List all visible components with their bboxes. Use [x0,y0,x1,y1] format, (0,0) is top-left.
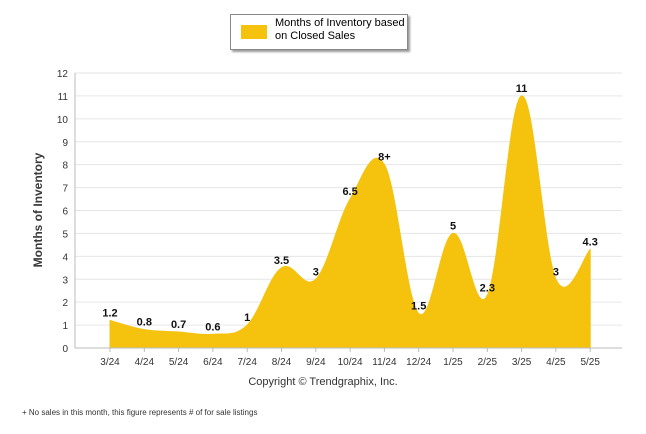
data-label: 3.5 [274,255,289,267]
y-tick-label: 11 [58,92,69,103]
data-label: 8+ [378,152,391,164]
data-label: 4.3 [583,236,598,248]
x-tick-label: 11/24 [372,357,397,368]
y-tick-label: 5 [62,229,68,240]
x-tick-label: 3/24 [100,357,120,368]
legend: Months of Inventory based on Closed Sale… [230,14,408,50]
y-tick-label: 7 [62,184,68,195]
x-tick-label: 10/24 [338,357,363,368]
data-label: 5 [450,220,456,232]
x-tick-label: 5/25 [580,357,600,368]
y-tick-label: 0 [62,344,68,355]
data-label: 1 [244,312,250,324]
data-label: 3 [313,266,319,278]
x-tick-label: 7/24 [237,357,257,368]
area-series [109,95,591,349]
y-tick-label: 4 [62,252,68,263]
y-tick-label: 9 [62,138,68,149]
y-tick-label: 6 [62,207,68,218]
x-tick-label: 2/25 [478,357,498,368]
data-label: 0.7 [171,319,186,331]
x-tick-label: 5/24 [169,357,189,368]
y-tick-label: 3 [62,275,68,286]
x-tick-label: 3/25 [512,357,532,368]
data-label: 0.6 [205,321,220,333]
y-tick-label: 2 [62,298,68,309]
y-tick-label: 12 [57,69,69,80]
x-tick-label: 4/24 [135,357,155,368]
x-tick-label: 4/25 [546,357,566,368]
data-label: 6.5 [342,186,357,198]
x-tick-label: 1/25 [443,357,463,368]
area-fill [109,95,591,349]
data-label: 2.3 [480,282,495,294]
x-tick-labels: 3/24 4/24 5/24 6/24 7/24 8/24 9/24 10/24 11/24 12… [100,357,600,368]
legend-label: Months of Inventory based on Closed Sale… [275,17,405,42]
footnote: + No sales in this month, this figure re… [22,408,258,417]
y-tick-label: 8 [62,161,68,172]
data-label: 0.8 [137,317,152,329]
data-label: 11 [516,83,528,95]
x-tick-label: 12/24 [406,357,431,368]
x-tick-label: 9/24 [306,357,326,368]
legend-swatch [241,25,267,39]
data-label: 1.2 [102,308,117,320]
axes [74,73,622,352]
x-tick-label: 8/24 [272,357,292,368]
x-tick-label: 6/24 [203,357,223,368]
y-tick-label: 10 [57,115,69,126]
y-tick-label: 1 [62,321,68,332]
data-label: 3 [553,266,559,278]
data-labels: 1.2 0.8 0.7 0.6 1 3.5 3 6.5 8+ 1.5 5 2.3 11 3 4.3 [102,83,597,333]
data-label: 1.5 [411,301,426,313]
copyright: Copyright © Trendgraphix, Inc. [248,376,398,388]
y-axis-label: Months of Inventory [31,152,45,268]
